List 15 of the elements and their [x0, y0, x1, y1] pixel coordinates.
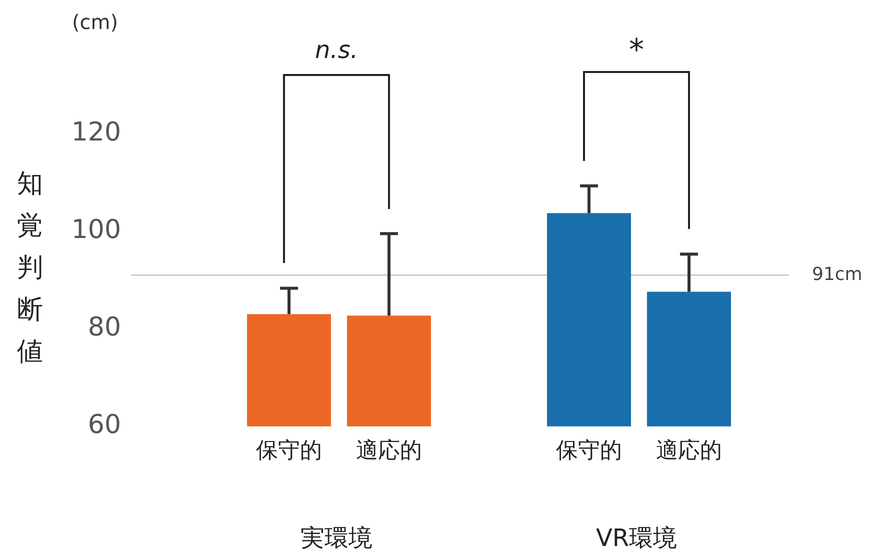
y-tick-label: 100 [71, 214, 121, 245]
y-axis-title: 知覚判断値 [17, 168, 43, 367]
text: VR環境 [596, 524, 678, 552]
y-tick-label: 80 [88, 312, 121, 343]
text: (cm) [72, 10, 118, 34]
text: n.s. [315, 36, 358, 64]
y-tick-label: 120 [71, 117, 121, 148]
text: 実環境 [300, 524, 372, 552]
y-tick-label: 60 [88, 410, 121, 440]
x-tick-label: 保守的 [256, 438, 322, 464]
x-tick-label: 適応的 [356, 438, 422, 464]
x-tick-label: 適応的 [656, 438, 722, 464]
ref-line-label: 91cm [812, 264, 862, 285]
text: * [629, 32, 644, 68]
x-tick-label: 保守的 [556, 438, 622, 464]
